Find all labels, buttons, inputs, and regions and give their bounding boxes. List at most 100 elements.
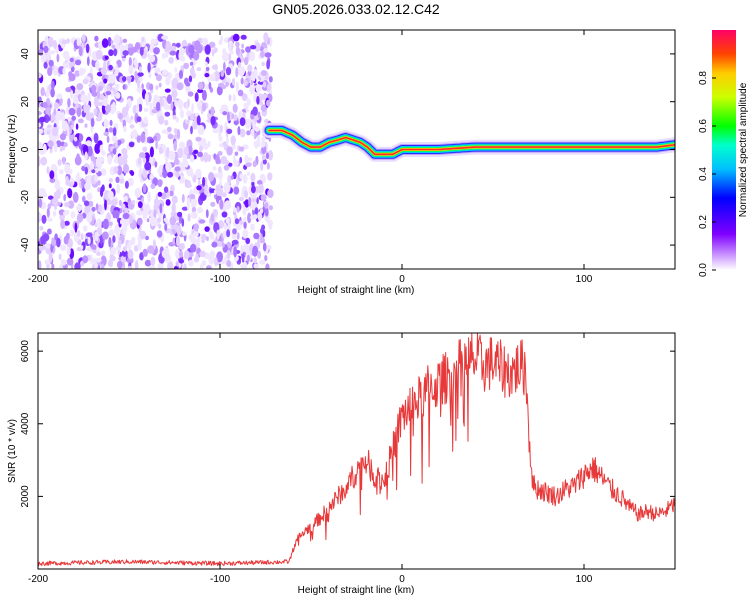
noise-speckle bbox=[149, 146, 154, 158]
noise-speckle bbox=[130, 170, 135, 176]
noise-speckle bbox=[97, 179, 101, 186]
noise-speckle bbox=[110, 90, 114, 98]
noise-speckle bbox=[127, 43, 134, 48]
x-tick-label: -200 bbox=[28, 274, 48, 285]
noise-speckle bbox=[260, 70, 267, 76]
noise-speckle bbox=[238, 66, 246, 77]
noise-speckle bbox=[205, 66, 210, 72]
noise-speckle bbox=[173, 140, 177, 152]
noise-speckle bbox=[155, 85, 159, 90]
noise-speckle bbox=[150, 256, 156, 266]
noise-speckle bbox=[86, 192, 93, 201]
noise-speckle bbox=[90, 84, 97, 93]
noise-speckle bbox=[197, 151, 203, 158]
noise-speckle bbox=[150, 183, 156, 189]
noise-speckle bbox=[108, 178, 114, 183]
noise-speckle bbox=[193, 231, 199, 238]
noise-speckle bbox=[175, 117, 179, 123]
noise-speckle bbox=[261, 61, 266, 67]
noise-speckle bbox=[223, 164, 230, 171]
noise-speckle bbox=[38, 244, 46, 251]
noise-speckle bbox=[85, 232, 93, 237]
noise-speckle bbox=[147, 245, 155, 254]
noise-speckle bbox=[74, 155, 82, 166]
noise-speckle bbox=[224, 160, 229, 165]
noise-speckle bbox=[225, 217, 230, 224]
noise-speckle bbox=[236, 205, 240, 212]
noise-speckle bbox=[263, 32, 269, 43]
noise-speckle bbox=[174, 99, 178, 108]
noise-speckle bbox=[83, 200, 90, 207]
noise-speckle bbox=[100, 168, 107, 176]
noise-speckle bbox=[208, 42, 216, 48]
noise-speckle bbox=[149, 173, 154, 180]
noise-speckle bbox=[149, 155, 154, 166]
noise-speckle bbox=[185, 183, 192, 188]
y-tick-label: 4000 bbox=[20, 412, 31, 435]
noise-speckle bbox=[104, 199, 107, 211]
noise-speckle bbox=[231, 78, 236, 86]
noise-speckle bbox=[235, 81, 239, 93]
noise-speckle bbox=[210, 213, 215, 223]
noise-speckle bbox=[186, 119, 190, 125]
noise-speckle bbox=[46, 166, 50, 175]
noise-speckle bbox=[155, 193, 159, 205]
noise-speckle bbox=[175, 248, 181, 259]
noise-speckle bbox=[49, 177, 56, 183]
noise-speckle bbox=[192, 121, 198, 130]
noise-speckle bbox=[168, 56, 174, 64]
noise-speckle bbox=[213, 172, 219, 179]
noise-speckle bbox=[160, 192, 167, 200]
noise-speckle bbox=[62, 156, 66, 165]
noise-speckle bbox=[109, 246, 117, 256]
noise-speckle bbox=[190, 202, 195, 208]
noise-speckle bbox=[169, 45, 177, 52]
noise-speckle bbox=[243, 190, 249, 199]
noise-speckle bbox=[198, 219, 206, 224]
noise-speckle bbox=[137, 157, 142, 165]
noise-speckle bbox=[267, 150, 274, 161]
noise-speckle bbox=[85, 104, 91, 112]
noise-speckle bbox=[69, 57, 75, 63]
noise-speckle bbox=[76, 83, 84, 91]
noise-speckle bbox=[259, 50, 265, 58]
noise-speckle bbox=[252, 214, 258, 220]
noise-speckle bbox=[185, 82, 191, 87]
noise-speckle bbox=[156, 230, 163, 238]
noise-speckle bbox=[112, 127, 117, 137]
noise-speckle bbox=[96, 251, 101, 256]
noise-speckle bbox=[38, 111, 42, 116]
noise-speckle bbox=[101, 38, 109, 48]
noise-speckle bbox=[46, 129, 51, 135]
noise-speckle bbox=[122, 50, 129, 56]
noise-speckle bbox=[150, 216, 156, 227]
noise-speckle bbox=[93, 96, 99, 108]
noise-speckle bbox=[85, 114, 93, 121]
noise-speckle bbox=[213, 189, 217, 195]
noise-speckle bbox=[251, 181, 255, 187]
noise-speckle bbox=[164, 223, 168, 232]
noise-speckle bbox=[104, 104, 112, 113]
noise-speckle bbox=[104, 55, 109, 60]
noise-speckle bbox=[66, 246, 71, 256]
noise-speckle bbox=[189, 193, 196, 200]
noise-speckle bbox=[38, 198, 43, 209]
noise-speckle bbox=[114, 92, 121, 99]
noise-speckle bbox=[61, 39, 68, 45]
noise-speckle bbox=[226, 111, 230, 122]
noise-speckle bbox=[82, 78, 89, 85]
noise-speckle bbox=[84, 123, 88, 128]
noise-speckle bbox=[227, 174, 232, 185]
noise-speckle bbox=[47, 203, 52, 210]
noise-speckle bbox=[136, 210, 141, 216]
noise-speckle bbox=[178, 69, 184, 79]
noise-speckle bbox=[252, 160, 257, 168]
noise-speckle bbox=[99, 144, 104, 153]
noise-speckle bbox=[210, 115, 216, 126]
noise-speckle bbox=[202, 142, 209, 150]
noise-speckle bbox=[68, 182, 74, 188]
noise-speckle bbox=[190, 113, 195, 121]
noise-speckle bbox=[250, 79, 253, 86]
noise-speckle bbox=[173, 128, 178, 134]
